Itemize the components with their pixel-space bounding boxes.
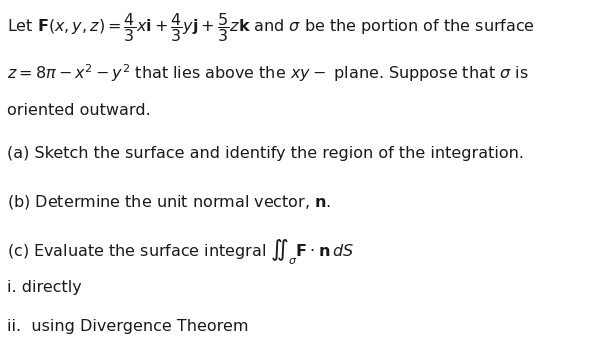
- Text: $z = 8\pi - x^2 - y^2$ that lies above the $xy-$ plane. Suppose that $\sigma$ is: $z = 8\pi - x^2 - y^2$ that lies above t…: [7, 62, 529, 83]
- Text: i. directly: i. directly: [7, 280, 82, 295]
- Text: ii.  using Divergence Theorem: ii. using Divergence Theorem: [7, 319, 249, 335]
- Text: oriented outward.: oriented outward.: [7, 103, 151, 118]
- Text: (b) Determine the unit normal vector, $\mathbf{n}$.: (b) Determine the unit normal vector, $\…: [7, 193, 331, 211]
- Text: Let $\mathbf{F}(x, y, z) = \dfrac{4}{3}x\mathbf{i} + \dfrac{4}{3}y\mathbf{j} + \: Let $\mathbf{F}(x, y, z) = \dfrac{4}{3}x…: [7, 11, 535, 44]
- Text: (a) Sketch the surface and identify the region of the integration.: (a) Sketch the surface and identify the …: [7, 146, 524, 162]
- Text: (c) Evaluate the surface integral $\iint_{\sigma} \mathbf{F} \cdot \mathbf{n}\, : (c) Evaluate the surface integral $\iint…: [7, 238, 354, 267]
